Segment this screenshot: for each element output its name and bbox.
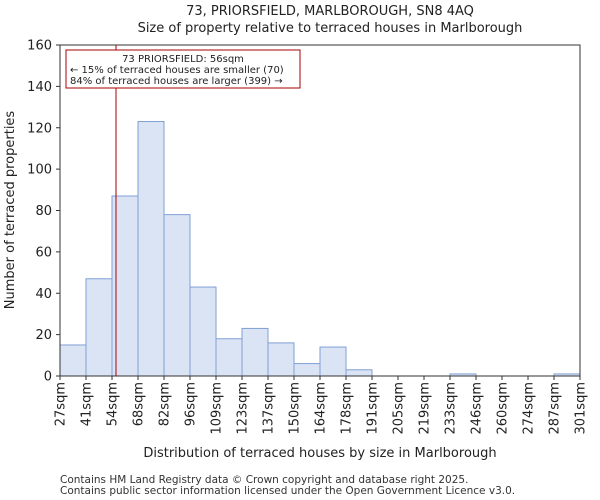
bar	[189, 286, 217, 377]
x-tick-label: 27sqm	[54, 382, 69, 426]
y-tick-label: 160	[27, 39, 52, 54]
y-tick-label: 60	[35, 245, 52, 260]
bar	[319, 346, 347, 377]
x-tick-label: 123sqm	[236, 382, 251, 435]
x-tick-label: 246sqm	[470, 382, 485, 435]
y-axis: 0 20 40 60 80 100 120 140 160	[27, 39, 60, 385]
annotation-frame	[65, 49, 301, 89]
x-tick-label: 164sqm	[314, 382, 329, 435]
x-axis: 27sqm 41sqm 54sqm 68sqm 82sqm 96sqm 109sqm 123s…	[54, 376, 589, 435]
bar	[85, 278, 113, 377]
y-axis-label: Number of terraced properties	[3, 111, 18, 310]
bar	[267, 342, 295, 377]
x-tick-label: 178sqm	[340, 382, 355, 435]
x-tick-label: 233sqm	[444, 382, 459, 435]
annotation-box: 73 PRIORSFIELD: 56sqm ← 15% of terraced …	[65, 49, 301, 89]
x-axis-label: Distribution of terraced houses by size …	[143, 446, 496, 461]
x-tick-label: 219sqm	[418, 382, 433, 435]
x-tick-label: 54sqm	[106, 382, 121, 426]
annotation-line-2: ← 15% of terraced houses are smaller (70…	[70, 65, 284, 76]
y-tick-label: 80	[35, 204, 52, 219]
bar	[163, 214, 191, 377]
bar	[215, 338, 243, 377]
x-tick-label: 260sqm	[496, 382, 511, 435]
x-tick-label: 82sqm	[158, 382, 173, 426]
y-tick-label: 120	[27, 121, 52, 136]
x-tick-label: 137sqm	[262, 382, 277, 435]
annotation-line-1: 73 PRIORSFIELD: 56sqm	[122, 54, 244, 65]
x-tick-label: 301sqm	[574, 382, 589, 435]
x-tick-label: 150sqm	[288, 382, 303, 435]
footer-line-1: Contains HM Land Registry data © Crown c…	[60, 474, 468, 486]
chart-subtitle: Size of property relative to terraced ho…	[138, 21, 523, 36]
bar	[345, 369, 373, 377]
x-tick-label: 68sqm	[132, 382, 147, 426]
bars	[59, 121, 581, 377]
y-tick-label: 100	[27, 163, 52, 178]
chart-title: 73, PRIORSFIELD, MARLBOROUGH, SN8 4AQ	[186, 4, 474, 19]
x-tick-label: 96sqm	[184, 382, 199, 426]
x-tick-label: 274sqm	[522, 382, 537, 435]
x-tick-label: 205sqm	[392, 382, 407, 435]
x-tick-label: 109sqm	[210, 382, 225, 435]
y-tick-label: 40	[35, 287, 52, 302]
bar	[59, 344, 87, 377]
annotation-line-3: 84% of terraced houses are larger (399) …	[70, 76, 283, 87]
x-tick-label: 287sqm	[548, 382, 563, 435]
bar	[137, 121, 165, 377]
bar	[241, 327, 269, 377]
y-tick-label: 0	[44, 370, 52, 385]
plot-frame	[59, 44, 581, 377]
footer-line-2: Contains public sector information licen…	[60, 485, 515, 497]
y-tick-label: 140	[27, 80, 52, 95]
y-tick-label: 20	[35, 328, 52, 343]
x-tick-label: 41sqm	[80, 382, 95, 426]
x-tick-label: 191sqm	[366, 382, 381, 435]
bar	[293, 363, 321, 377]
